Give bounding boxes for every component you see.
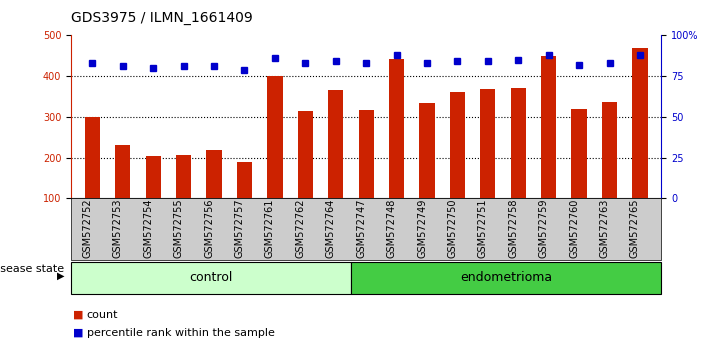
- Text: GSM572755: GSM572755: [173, 199, 183, 258]
- Bar: [572, 109, 587, 239]
- Bar: [298, 111, 313, 239]
- Bar: [267, 76, 282, 239]
- Bar: [480, 89, 496, 239]
- Text: ▶: ▶: [56, 271, 64, 281]
- Text: endometrioma: endometrioma: [460, 272, 552, 284]
- Text: GSM572764: GSM572764: [326, 199, 336, 258]
- Bar: [419, 103, 434, 239]
- Text: GSM572765: GSM572765: [630, 199, 640, 258]
- Text: GSM572747: GSM572747: [356, 199, 366, 258]
- Text: GSM572757: GSM572757: [235, 199, 245, 258]
- Bar: [358, 110, 374, 239]
- Bar: [510, 88, 526, 239]
- Text: count: count: [87, 310, 118, 320]
- Bar: [237, 162, 252, 239]
- Text: GSM572756: GSM572756: [204, 199, 214, 258]
- Text: GSM572752: GSM572752: [82, 199, 92, 258]
- Bar: [632, 47, 648, 239]
- Bar: [85, 117, 100, 239]
- Bar: [389, 59, 404, 239]
- Text: GSM572761: GSM572761: [265, 199, 275, 258]
- Text: GSM572760: GSM572760: [569, 199, 579, 258]
- Text: GSM572750: GSM572750: [447, 199, 457, 258]
- Text: GSM572749: GSM572749: [417, 199, 427, 258]
- Text: GDS3975 / ILMN_1661409: GDS3975 / ILMN_1661409: [71, 11, 253, 25]
- Bar: [176, 155, 191, 239]
- Text: GSM572762: GSM572762: [295, 199, 305, 258]
- Bar: [602, 102, 617, 239]
- Bar: [115, 145, 130, 239]
- Text: ■: ■: [73, 310, 83, 320]
- Bar: [328, 90, 343, 239]
- Bar: [541, 56, 556, 239]
- Bar: [146, 156, 161, 239]
- Text: control: control: [189, 272, 232, 284]
- Text: GSM572751: GSM572751: [478, 199, 488, 258]
- Text: GSM572759: GSM572759: [539, 199, 549, 258]
- Text: GSM572748: GSM572748: [387, 199, 397, 258]
- Bar: [450, 92, 465, 239]
- Bar: [206, 150, 222, 239]
- Text: GSM572753: GSM572753: [113, 199, 123, 258]
- Text: GSM572754: GSM572754: [143, 199, 154, 258]
- Text: ■: ■: [73, 328, 83, 338]
- Text: GSM572758: GSM572758: [508, 199, 518, 258]
- Text: percentile rank within the sample: percentile rank within the sample: [87, 328, 274, 338]
- Text: GSM572763: GSM572763: [599, 199, 609, 258]
- Text: disease state: disease state: [0, 264, 64, 274]
